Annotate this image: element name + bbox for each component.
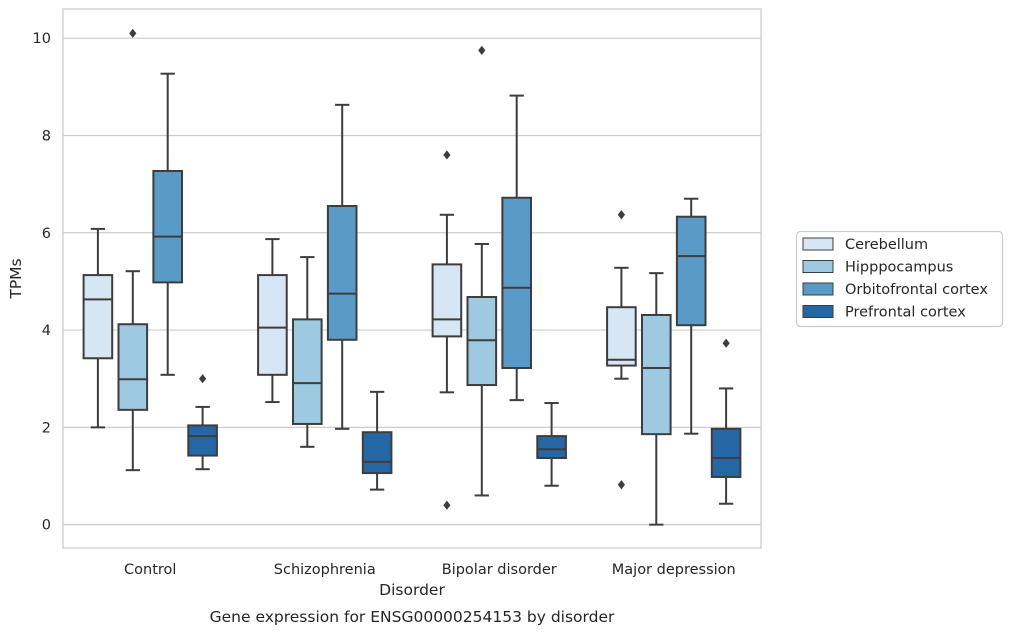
legend-swatch	[802, 260, 834, 273]
box-iqr	[710, 427, 742, 478]
series-prefrontal-cortex	[187, 338, 742, 505]
box-iqr	[640, 313, 672, 436]
outlier-point	[129, 28, 137, 38]
box-plot-series	[82, 28, 742, 526]
box	[187, 374, 218, 471]
chart-caption: Gene expression for ENSG00000254153 by d…	[210, 608, 615, 626]
box	[361, 390, 393, 491]
y-tick-label: 4	[42, 323, 51, 339]
box-iqr	[501, 196, 533, 370]
box	[291, 256, 323, 448]
y-tick-label: 6	[42, 226, 51, 242]
legend-frame	[795, 230, 1004, 328]
legend-label: Hipppocampus	[845, 260, 953, 276]
y-tick-label: 10	[33, 31, 51, 47]
box-iqr	[291, 318, 323, 425]
box	[675, 197, 707, 435]
y-tick-labels: 0 2 4 6 8 10	[33, 31, 51, 533]
outlier-point	[617, 210, 625, 220]
legend-label: Orbitofrontal cortex	[845, 282, 988, 298]
x-tick-label: Major depression	[612, 562, 736, 578]
outlier-point	[443, 150, 451, 160]
legend-swatch	[802, 237, 834, 251]
box-iqr	[361, 431, 393, 475]
plot-frame	[62, 8, 762, 549]
outlier-point	[722, 338, 730, 348]
y-axis-label: TPMs	[7, 258, 25, 299]
legend-swatch	[802, 305, 834, 318]
legend: Cerebellum Hipppocampus Orbitofrontal cort…	[795, 230, 1004, 328]
legend-label: Cerebellum	[845, 237, 928, 253]
box-iqr	[257, 274, 288, 376]
x-tick-label: Schizophrenia	[274, 562, 376, 578]
outlier-point	[478, 45, 486, 55]
box	[536, 402, 567, 487]
legend-swatch	[802, 282, 834, 296]
box-iqr	[326, 205, 358, 341]
series-cerebellum	[82, 150, 637, 510]
box-iqr	[606, 306, 637, 367]
box	[501, 94, 533, 402]
box	[606, 210, 637, 490]
series-orbitofrontal-cortex	[152, 72, 707, 435]
x-axis-label: Disorder	[379, 581, 445, 599]
box	[326, 103, 358, 430]
box-iqr	[431, 263, 463, 338]
y-tick-label: 8	[42, 128, 51, 144]
y-tick-label: 0	[42, 518, 51, 534]
series-hipppocampus	[117, 28, 672, 526]
box-iqr	[536, 435, 567, 460]
legend-label: Prefrontal cortex	[845, 305, 966, 321]
outlier-point	[443, 500, 451, 510]
box-iqr	[152, 169, 184, 284]
box	[431, 150, 463, 510]
box	[117, 28, 149, 472]
x-tick-labels: Control Schizophrenia Bipolar disorder Majo…	[124, 562, 736, 578]
box	[466, 45, 498, 497]
box	[710, 338, 742, 505]
box-iqr	[117, 323, 149, 411]
outlier-point	[617, 480, 625, 490]
box-iqr	[675, 215, 707, 327]
box	[82, 227, 114, 429]
outlier-point	[199, 374, 207, 384]
x-tick-label: Bipolar disorder	[442, 562, 557, 578]
y-tick-label: 2	[42, 420, 51, 436]
x-tick-label: Control	[124, 562, 176, 578]
box-iqr	[187, 424, 218, 457]
box	[257, 238, 288, 404]
box	[640, 272, 672, 526]
box	[152, 72, 184, 376]
box-iqr	[82, 274, 114, 360]
